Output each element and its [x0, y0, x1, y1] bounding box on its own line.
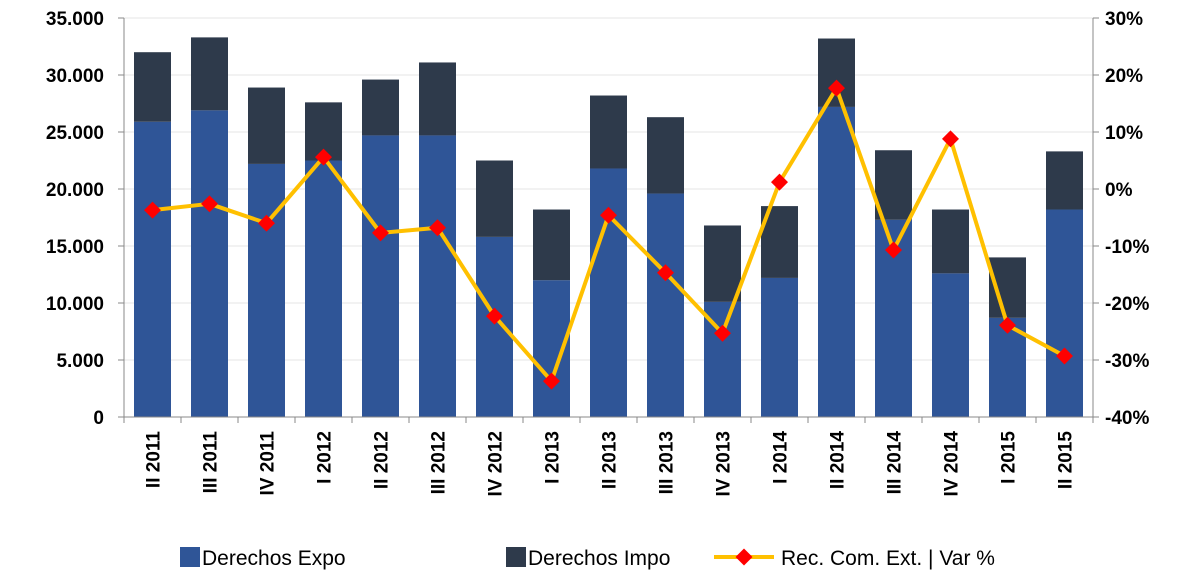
x-tick-label: III 2012: [429, 431, 450, 494]
marker: [771, 173, 788, 191]
x-tick-label: II 2012: [372, 431, 393, 489]
y2-tick-label: 20%: [1105, 66, 1143, 87]
legend-label: Rec. Com. Ext. | Var %: [781, 547, 995, 570]
bar: [818, 106, 855, 418]
legend-swatch: [180, 547, 200, 567]
marker: [144, 201, 161, 219]
bar: [248, 163, 285, 417]
x-tick-label: II 2013: [600, 431, 621, 489]
bar: [476, 236, 513, 417]
bar: [1046, 151, 1083, 210]
x-tick-label: IV 2014: [942, 431, 963, 497]
x-tick-label: III 2014: [885, 431, 906, 495]
legend-label: Derechos Expo: [202, 547, 346, 570]
y2-tick-label: 0%: [1105, 180, 1133, 201]
marker: [714, 324, 731, 342]
x-tick-label: I 2012: [315, 431, 336, 484]
y2-tick-label: -40%: [1105, 408, 1149, 429]
x-tick-label: IV 2011: [258, 431, 279, 496]
bar: [362, 79, 399, 136]
x-tick-label: II 2014: [828, 431, 849, 490]
y-tick-label: 5.000: [56, 351, 104, 372]
y2-tick-label: -10%: [1105, 237, 1149, 258]
x-tick-label: IV 2012: [486, 431, 507, 497]
marker: [885, 241, 902, 259]
y2-tick-label: -20%: [1105, 294, 1149, 315]
marker: [486, 307, 503, 325]
bar: [134, 52, 171, 122]
y-tick-label: 0: [93, 408, 104, 429]
bar: [989, 317, 1026, 417]
y2-tick-label: -30%: [1105, 351, 1149, 372]
marker: [315, 148, 332, 166]
x-tick-label: III 2013: [657, 431, 678, 494]
marker: [999, 316, 1016, 334]
bar: [932, 209, 969, 274]
marker: [429, 219, 446, 237]
bar: [704, 225, 741, 302]
bar: [647, 117, 684, 194]
marker: [600, 206, 617, 224]
y-tick-label: 10.000: [46, 294, 104, 315]
y2-tick-label: 30%: [1105, 9, 1143, 30]
marker: [372, 224, 389, 242]
marker: [942, 130, 959, 148]
bar: [305, 160, 342, 417]
x-tick-label: IV 2013: [714, 431, 735, 497]
bar: [590, 95, 627, 169]
marker: [828, 79, 845, 97]
y-tick-label: 20.000: [46, 180, 104, 201]
x-tick-label: I 2014: [771, 431, 792, 484]
bar: [191, 37, 228, 111]
y2-tick-label: 10%: [1105, 123, 1143, 144]
bar: [761, 277, 798, 417]
bar: [191, 110, 228, 417]
y-tick-label: 30.000: [46, 66, 104, 87]
bar: [476, 160, 513, 237]
bar: [419, 135, 456, 418]
bar: [419, 62, 456, 136]
bar: [248, 87, 285, 164]
bar: [932, 273, 969, 417]
x-tick-label: III 2011: [201, 431, 222, 494]
x-tick-label: II 2015: [1056, 431, 1077, 490]
y-tick-label: 15.000: [46, 237, 104, 258]
x-tick-label: II 2011: [144, 431, 165, 488]
bar: [647, 193, 684, 417]
legend-label: Derechos Impo: [528, 547, 670, 570]
marker: [258, 214, 275, 232]
y-tick-label: 35.000: [46, 9, 104, 30]
marker: [657, 264, 674, 282]
bar: [533, 209, 570, 281]
y-tick-label: 25.000: [46, 123, 104, 144]
marker: [201, 195, 218, 213]
legend-marker: [735, 548, 753, 566]
x-tick-label: I 2013: [543, 431, 564, 484]
bar: [134, 121, 171, 418]
legend-swatch: [506, 547, 526, 567]
bar: [590, 168, 627, 417]
bar: [875, 150, 912, 220]
x-tick-label: I 2015: [999, 431, 1020, 484]
bar: [1046, 209, 1083, 417]
bar: [818, 38, 855, 107]
marker: [543, 372, 560, 390]
bar: [362, 135, 399, 418]
